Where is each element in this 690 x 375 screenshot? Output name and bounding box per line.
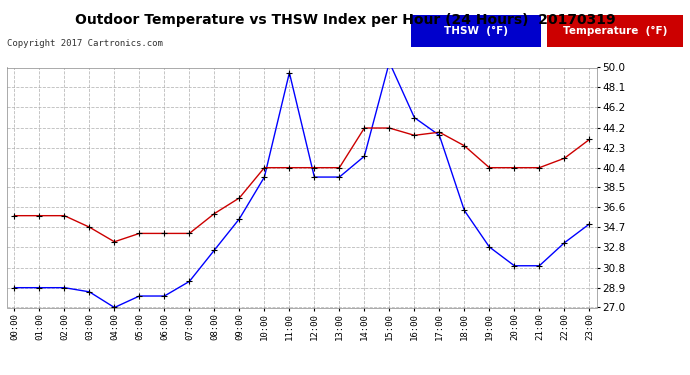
Text: Temperature  (°F): Temperature (°F) [563,26,667,36]
Text: Copyright 2017 Cartronics.com: Copyright 2017 Cartronics.com [7,39,163,48]
Bar [411,15,542,47]
Text: Outdoor Temperature vs THSW Index per Hour (24 Hours)  20170319: Outdoor Temperature vs THSW Index per Ho… [75,13,615,27]
Text: THSW  (°F): THSW (°F) [444,26,508,36]
Bar [547,15,683,47]
